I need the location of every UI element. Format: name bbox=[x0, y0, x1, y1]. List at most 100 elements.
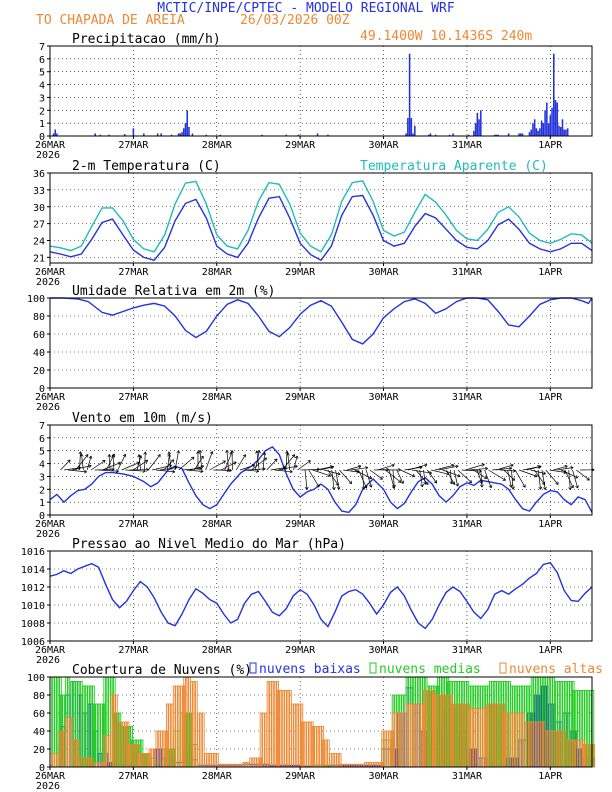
x-tick-label: 27MAR bbox=[118, 519, 149, 530]
panel-frame bbox=[49, 676, 593, 768]
precip-bar bbox=[408, 53, 411, 136]
precip-bar bbox=[94, 133, 96, 136]
wind-arrow-head bbox=[502, 477, 506, 481]
wind-arrow bbox=[75, 454, 89, 471]
legend-nuvens-medias: nuvens medias bbox=[379, 662, 481, 677]
x-tick-label: 26MAR bbox=[35, 140, 66, 151]
precip-bar bbox=[535, 128, 538, 136]
wind-arrow bbox=[503, 469, 515, 481]
wind-arrow bbox=[108, 454, 111, 471]
wind-arrow-head bbox=[348, 480, 353, 485]
y-tick-label: 4 bbox=[39, 460, 45, 471]
wind-arrow bbox=[64, 467, 81, 471]
wind-arrow-head bbox=[570, 484, 574, 489]
wind-arrow-head bbox=[117, 461, 121, 466]
wind-arrow bbox=[254, 450, 260, 471]
precip-bar bbox=[537, 130, 539, 136]
wind-arrow bbox=[465, 463, 485, 471]
wind-arrow-head bbox=[85, 454, 89, 458]
wind-arrow-head bbox=[555, 481, 559, 485]
precip-bar bbox=[219, 134, 222, 136]
wind-arrow bbox=[199, 450, 203, 471]
wind-arrow bbox=[549, 469, 567, 473]
y-tick-label: 60 bbox=[33, 709, 45, 720]
x-tick-label: 1APR bbox=[538, 392, 563, 403]
x-year-label: 2026 bbox=[36, 150, 60, 161]
panel-title: Pressao ao Nivel Medio do Mar (hPa) bbox=[72, 537, 346, 552]
wind-arrow bbox=[560, 469, 578, 479]
wind-arrow bbox=[186, 469, 204, 472]
wind-arrow bbox=[572, 469, 579, 489]
wind-arrow-head bbox=[137, 454, 142, 458]
precip-bar bbox=[539, 128, 541, 136]
y-tick-label: 40 bbox=[33, 348, 45, 359]
x-tick-label: 27MAR bbox=[118, 392, 149, 403]
wind-arrow bbox=[469, 468, 488, 471]
precip-bar bbox=[519, 133, 522, 136]
wind-arrow-head bbox=[484, 466, 488, 471]
precip-bar bbox=[561, 119, 564, 136]
precip-bar bbox=[497, 134, 499, 136]
y-tick-label: 80 bbox=[33, 312, 45, 323]
wind-arrow-head bbox=[337, 471, 341, 476]
wind-arrow-head bbox=[363, 485, 368, 489]
header-coords: 49.1400W 10.1436S 240m bbox=[360, 29, 532, 44]
precip-bar bbox=[473, 130, 475, 136]
wind-arrow-head bbox=[457, 473, 461, 478]
wind-arrow-head bbox=[307, 460, 311, 464]
wind-arrow-head bbox=[172, 469, 176, 474]
wind-arrow-head bbox=[289, 469, 293, 474]
precip-bar bbox=[554, 100, 557, 136]
wind-arrow bbox=[102, 462, 121, 471]
legend-swatch-nuvens-baixas bbox=[249, 662, 257, 674]
y-tick-label: 100 bbox=[27, 294, 45, 305]
legend-nuvens-baixas: nuvens baixas bbox=[259, 662, 361, 677]
wind-arrow bbox=[79, 451, 81, 471]
wind-arrow-head bbox=[586, 477, 590, 481]
x-tick-label: 28MAR bbox=[202, 645, 233, 656]
precip-bar bbox=[108, 134, 110, 136]
x-tick-label: 26MAR bbox=[35, 645, 66, 656]
precip-bar bbox=[565, 129, 567, 136]
y-tick-label: 24 bbox=[33, 237, 45, 248]
wind-arrow bbox=[427, 469, 438, 484]
wind-arrow bbox=[518, 469, 538, 477]
panel-frame bbox=[49, 172, 593, 264]
x-year-label: 2026 bbox=[36, 402, 60, 413]
wind-arrow-head bbox=[230, 450, 234, 454]
precip-bar bbox=[556, 102, 559, 136]
y-tick-label: 80 bbox=[33, 691, 45, 702]
wind-arrow bbox=[408, 464, 428, 471]
header-title: MCTIC/INPE/CPTEC - MODELO REGIONAL WRF bbox=[157, 1, 455, 16]
y-tick-label: 2 bbox=[39, 485, 45, 496]
wind-arrow bbox=[121, 462, 140, 471]
wind-arrow-head bbox=[336, 486, 341, 490]
x-tick-label: 30MAR bbox=[368, 519, 399, 530]
wind-arrow-head bbox=[511, 486, 515, 490]
panel-title: Vento em 10m (m/s) bbox=[72, 411, 213, 426]
precip-bar bbox=[478, 119, 480, 136]
x-tick-label: 31MAR bbox=[452, 645, 483, 656]
y-tick-label: 1008 bbox=[21, 619, 45, 630]
precip-bar bbox=[316, 133, 319, 136]
wind-arrow-head bbox=[468, 479, 472, 484]
wind-arrow bbox=[369, 469, 383, 480]
wind-arrow bbox=[125, 469, 146, 472]
wind-arrow bbox=[320, 466, 334, 471]
wind-arrow bbox=[112, 454, 115, 471]
panel-frame bbox=[49, 550, 593, 642]
wind-arrow-head bbox=[400, 480, 404, 484]
wind-arrow bbox=[287, 452, 291, 471]
wind-arrow-head bbox=[358, 464, 362, 469]
series-line-ur bbox=[50, 297, 593, 345]
wind-arrow bbox=[492, 467, 512, 471]
precip-bar bbox=[542, 123, 545, 136]
wind-arrow-head bbox=[522, 484, 526, 488]
precip-bar bbox=[56, 133, 58, 136]
wind-arrow bbox=[138, 454, 142, 471]
wind-arrow-head bbox=[286, 452, 290, 456]
precip-bar bbox=[434, 134, 437, 136]
wind-arrow-head bbox=[574, 475, 579, 479]
wind-arrow bbox=[308, 469, 320, 488]
wind-arrow bbox=[90, 460, 106, 471]
